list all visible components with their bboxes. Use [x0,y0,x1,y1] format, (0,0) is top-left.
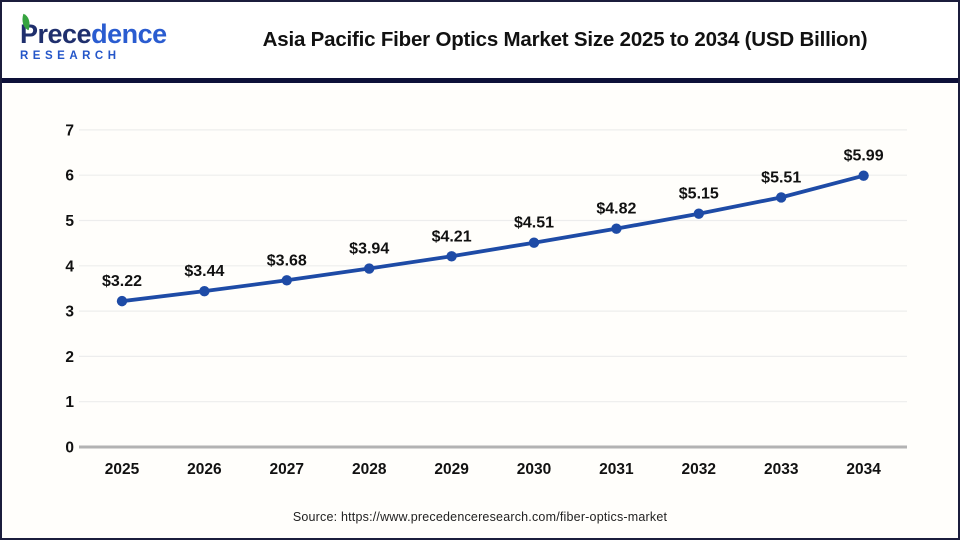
data-point-marker [528,237,540,248]
header: Precedence RESEARCH Asia Pacific Fiber O… [2,2,958,78]
data-point-marker [199,285,210,297]
source-text: Source: https://www.precedenceresearch.c… [292,510,668,524]
page-title: Asia Pacific Fiber Optics Market Size 20… [262,28,868,51]
header-divider [2,78,958,83]
data-point-marker [858,170,869,181]
data-point-label: $4.82 [596,201,636,218]
y-axis-tick-label: 0 [65,440,74,457]
chart-area: 0 1 2 3 4 5 6 7 $3.22 2025 $3.44 2026 $3.68 2027 $3.94… [2,83,958,538]
data-point-marker [446,251,457,262]
data-point-marker [116,295,128,307]
y-axis-tick-label: 1 [65,394,74,411]
x-axis-tick-label: 2034 [846,461,881,478]
y-axis-tick-label: 4 [65,258,74,275]
data-point-marker [364,263,375,274]
data-point-label: $5.99 [844,148,884,165]
x-axis-tick-label: 2033 [764,461,799,478]
series-line [120,173,866,304]
data-point-label: $3.68 [267,252,307,269]
company-logo: Precedence RESEARCH [19,14,190,63]
y-axis-tick-label: 7 [65,122,74,139]
data-point-label: $3.22 [102,273,142,290]
logo-text-part1: Prece [20,19,92,50]
x-axis-tick-label: 2030 [517,461,551,478]
data-point-marker [776,192,787,203]
y-axis-tick-label: 6 [65,168,74,185]
data-point-label: $3.94 [349,241,389,258]
x-axis-tick-label: 2027 [270,461,304,478]
data-point-marker [281,275,292,286]
line-chart-svg: 0 1 2 3 4 5 6 7 $3.22 2025 $3.44 2026 $3.68 2027 $3.94… [65,122,907,478]
data-point-label: $5.51 [761,169,801,186]
data-point-label: $4.21 [432,228,472,245]
logo-subtitle: RESEARCH [20,50,121,63]
y-axis-tick-label: 5 [65,213,74,230]
logo-wordmark: Precedence [20,21,190,48]
x-axis-tick-label: 2028 [352,461,387,478]
data-point-label: $3.44 [184,263,224,280]
x-axis-tick-label: 2025 [105,461,140,478]
x-axis-tick-label: 2026 [187,461,222,478]
y-axis-tick-label: 2 [65,349,74,366]
data-point-label: $4.51 [514,215,554,232]
data-point-label: $5.15 [679,186,719,203]
x-axis-tick-label: 2032 [682,461,716,478]
y-axis-tick-label: 3 [65,304,74,321]
data-point-marker [611,223,622,234]
data-point-marker [693,208,704,219]
x-axis-tick-label: 2029 [434,461,469,478]
logo-text-part2: dence [91,19,167,50]
x-axis-tick-label: 2031 [599,461,634,478]
